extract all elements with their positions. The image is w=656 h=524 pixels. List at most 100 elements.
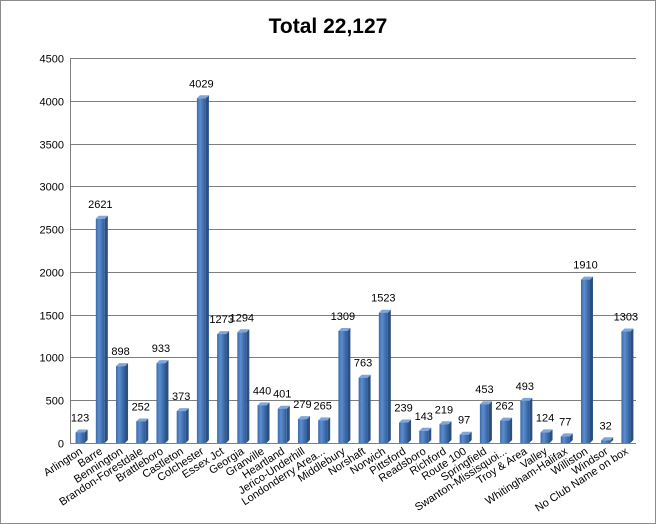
- bar-top: [399, 419, 412, 423]
- bar-side: [610, 437, 614, 443]
- data-label: 493: [516, 381, 534, 393]
- data-label: 1294: [230, 312, 254, 324]
- bar: [520, 400, 530, 443]
- bar: [176, 411, 186, 443]
- bar-side: [286, 405, 290, 443]
- bar: [399, 422, 409, 443]
- bar: [237, 332, 247, 443]
- data-label: 1309: [331, 311, 355, 323]
- bar-side: [549, 429, 553, 443]
- bar-side: [367, 374, 371, 443]
- y-tick-label: 3000: [40, 182, 64, 194]
- y-tick-label: 0: [58, 439, 64, 451]
- bar-side: [408, 419, 412, 443]
- bar: [136, 421, 146, 443]
- data-label: 1910: [573, 260, 597, 272]
- bar-top: [459, 431, 472, 435]
- data-label: 1303: [614, 312, 638, 324]
- bar-side: [509, 417, 513, 443]
- bar-top: [75, 429, 88, 433]
- bar: [621, 331, 631, 443]
- bar-top: [500, 417, 513, 421]
- data-label: 933: [152, 343, 170, 355]
- bar-side: [185, 408, 189, 443]
- bar-top: [257, 402, 270, 406]
- bar: [217, 334, 227, 443]
- bar-side: [529, 397, 533, 443]
- bar-top: [560, 433, 573, 437]
- data-label: 262: [495, 401, 513, 413]
- bar: [540, 432, 550, 443]
- y-axis-ticks: 0 500 1000 1500 2000 2500 3000 3500 4000 4500: [40, 54, 64, 451]
- y-tick-label: 1000: [40, 353, 64, 365]
- bar-side: [266, 402, 270, 443]
- data-label: 401: [273, 389, 291, 401]
- data-label: 219: [435, 404, 453, 416]
- bar: [156, 363, 166, 443]
- bar: [419, 430, 429, 443]
- bar-side: [84, 429, 88, 443]
- bar: [338, 331, 348, 443]
- bar-side: [468, 431, 472, 443]
- x-axis-ticks: ArlingtonBarreBenningtonBrandon-Forestda…: [42, 445, 631, 514]
- data-label: 252: [132, 401, 150, 413]
- bar: [378, 312, 388, 443]
- bar-top: [318, 417, 331, 421]
- bar: [196, 98, 206, 444]
- bar-side: [246, 329, 250, 443]
- bar-side: [428, 427, 432, 443]
- data-label: 898: [111, 346, 129, 358]
- data-label: 373: [172, 391, 190, 403]
- data-label: 123: [71, 412, 89, 424]
- bar-side: [589, 276, 593, 443]
- data-label: 453: [475, 384, 493, 396]
- bar-top: [95, 215, 108, 219]
- bar: [95, 218, 105, 443]
- bar: [439, 424, 449, 443]
- bar: [257, 405, 267, 443]
- data-label: 279: [293, 399, 311, 411]
- bar: [116, 366, 126, 443]
- bar-top: [520, 397, 533, 401]
- bar-top: [540, 429, 553, 433]
- bar-side: [488, 401, 492, 443]
- bar: [277, 408, 287, 443]
- bar-side: [205, 95, 209, 444]
- bar-side: [448, 421, 452, 443]
- bar: [358, 377, 368, 443]
- y-tick-label: 2500: [40, 225, 64, 237]
- bar: [601, 440, 611, 443]
- bar-top: [176, 408, 189, 412]
- bar-top: [136, 418, 149, 422]
- bar-side: [327, 417, 331, 443]
- bar: [297, 419, 307, 443]
- bar-top: [156, 360, 169, 364]
- y-tick-label: 4000: [40, 97, 64, 109]
- bar-side: [104, 215, 108, 443]
- y-tick-label: 3500: [40, 140, 64, 152]
- data-label: 124: [536, 412, 554, 424]
- bar-top: [196, 95, 209, 99]
- bar-top: [419, 427, 432, 431]
- bar-top: [237, 329, 250, 333]
- bar-top: [439, 421, 452, 425]
- bar-top: [297, 416, 310, 420]
- data-label: 763: [354, 358, 372, 370]
- y-tick-label: 2000: [40, 268, 64, 280]
- bar-top: [217, 331, 230, 335]
- data-label: 32: [600, 420, 612, 432]
- bar-top: [338, 328, 351, 332]
- bar-top: [116, 363, 129, 367]
- bar-side: [569, 433, 573, 443]
- bar-top: [621, 328, 634, 332]
- data-label: 440: [253, 385, 271, 397]
- bar-side: [145, 418, 149, 443]
- y-tick-label: 500: [46, 396, 64, 408]
- bar-side: [347, 328, 351, 443]
- data-label: 265: [313, 400, 331, 412]
- data-label: 2621: [88, 199, 112, 211]
- bar: [459, 434, 469, 443]
- bar-side: [165, 360, 169, 443]
